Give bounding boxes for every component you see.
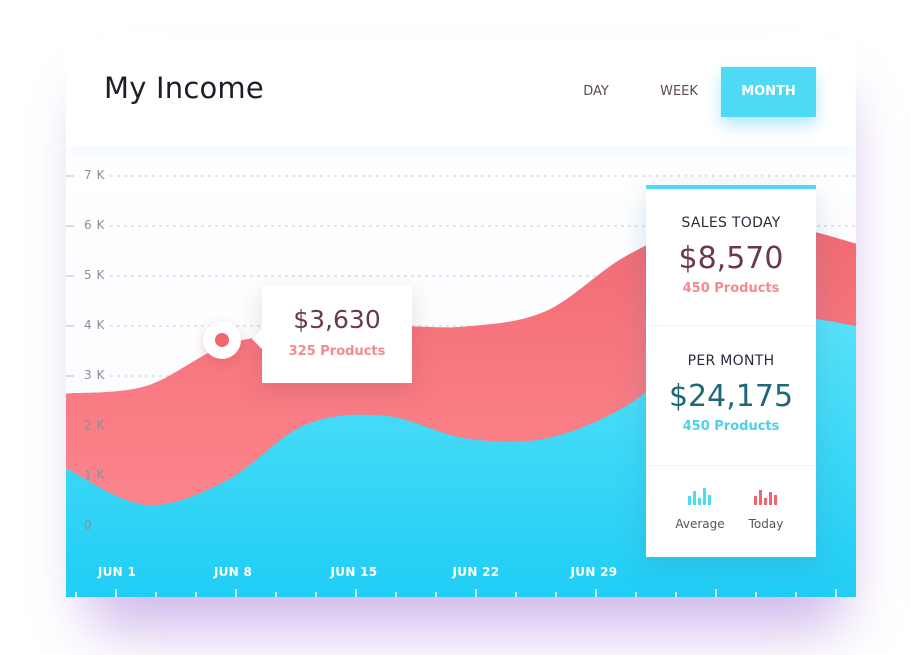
- bar-chart-icon: [754, 487, 778, 505]
- sales-today-products: 450 Products: [682, 281, 780, 296]
- x-axis-ticks: [75, 589, 837, 597]
- y-tick-label: 0: [84, 518, 93, 532]
- tab-week[interactable]: WEEK: [660, 84, 698, 99]
- stats-divider: [646, 325, 816, 326]
- bar-chart-icon: [688, 487, 712, 505]
- per-month-products: 450 Products: [682, 419, 780, 434]
- per-month-label: PER MONTH: [687, 353, 775, 369]
- y-tick-label: 6 K: [84, 218, 105, 232]
- stats-panel: SALES TODAY $8,570 450 Products PER MONT…: [646, 185, 816, 557]
- value-tooltip: $3,630 325 Products: [252, 285, 412, 383]
- page-title: My Income: [104, 71, 264, 105]
- x-tick-label: JUN 22: [452, 565, 500, 579]
- x-tick-label: JUN 1: [97, 565, 137, 579]
- sales-today-value: $8,570: [678, 241, 784, 276]
- y-tick-label: 2 K: [84, 418, 105, 432]
- stats-divider: [646, 465, 816, 466]
- y-tick-label: 7 K: [84, 168, 105, 182]
- tab-day[interactable]: DAY: [583, 84, 609, 99]
- x-tick-label: JUN 8: [213, 565, 253, 579]
- legend-today-label: Today: [748, 517, 784, 531]
- sales-today-label: SALES TODAY: [681, 215, 781, 231]
- tooltip-arrow: [252, 329, 262, 349]
- x-tick-label: JUN 15: [330, 565, 378, 579]
- y-tick-label: 4 K: [84, 318, 105, 332]
- per-month-value: $24,175: [668, 379, 794, 414]
- y-tick-label: 3 K: [84, 368, 105, 382]
- card-header: My Income DAY WEEK MONTH: [66, 37, 856, 147]
- highlight-dot: [215, 333, 229, 347]
- stats-panel-accent: [646, 185, 816, 189]
- highlight-marker[interactable]: [203, 321, 241, 359]
- tooltip-products: 325 Products: [288, 344, 386, 359]
- x-tick-label: JUN 29: [570, 565, 618, 579]
- y-tick-label: 5 K: [84, 268, 105, 282]
- y-tick-label: 1 K: [84, 468, 105, 482]
- income-card: 7 K 6 K 5 K 4 K 3 K 2 K 1 K 0 JUN 1 JUN 8 JUN 15 J…: [66, 37, 856, 597]
- tab-month[interactable]: MONTH: [721, 67, 816, 117]
- tooltip-amount: $3,630: [293, 305, 381, 334]
- legend-average-label: Average: [675, 517, 725, 531]
